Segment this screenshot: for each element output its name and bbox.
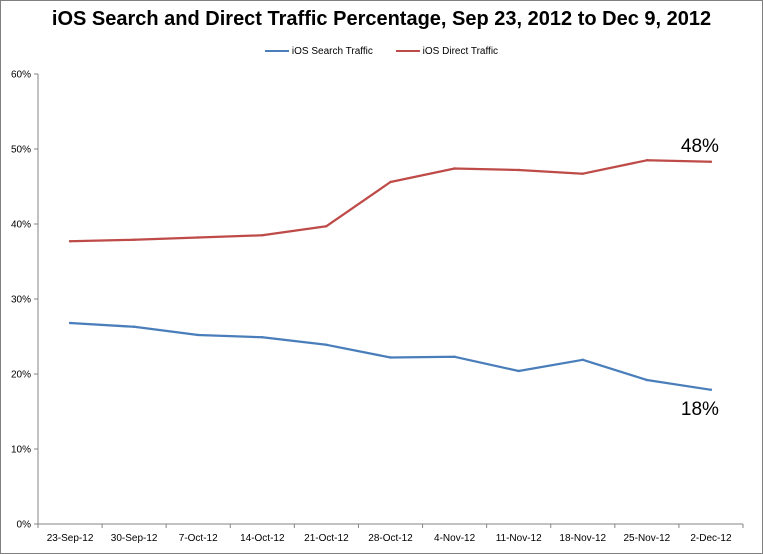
data-point-search [325, 343, 328, 346]
data-point-direct [68, 240, 72, 243]
data-point-search [261, 336, 264, 339]
x-tick-label: 7-Oct-12 [179, 533, 218, 544]
x-tick-label: 25-Nov-12 [624, 533, 671, 544]
y-tick-label: 10% [11, 445, 31, 456]
data-point-search [581, 358, 584, 361]
x-tick-label: 28-Oct-12 [368, 533, 413, 544]
legend-item-search: iOS Search Traffic [264, 46, 373, 57]
series-line-direct [69, 159, 712, 243]
y-tick-label: 20% [11, 370, 31, 381]
data-point-direct [709, 160, 713, 163]
data-point-direct [325, 225, 328, 228]
x-tick-label: 11-Nov-12 [496, 533, 542, 544]
data-point-search [389, 356, 392, 359]
data-point-direct [581, 172, 584, 175]
legend-swatch-search [264, 50, 289, 53]
legend: iOS Search Traffic iOS Direct Traffic [0, 46, 763, 57]
data-point-search [132, 325, 136, 328]
x-tick-label: 14-Oct-12 [240, 533, 285, 544]
y-tick-label: 40% [11, 220, 31, 231]
data-point-search [197, 333, 200, 337]
y-tick-label: 50% [11, 145, 31, 156]
data-point-search [68, 321, 72, 325]
legend-swatch-direct [395, 50, 420, 53]
annotation-search-end: 18% [681, 399, 719, 420]
chart-title: iOS Search and Direct Traffic Percentage… [51, 8, 712, 30]
x-tick-label: 2-Dec-12 [690, 533, 732, 544]
x-tick-label: 30-Sep-12 [111, 533, 158, 544]
y-tick-label: 30% [11, 295, 31, 306]
x-tick-label: 23-Sep-12 [47, 533, 94, 544]
annotation-direct-end: 48% [681, 136, 719, 157]
legend-label-direct: iOS Direct Traffic [422, 46, 499, 57]
data-point-search [453, 355, 456, 358]
y-tick-label: 60% [11, 70, 31, 81]
data-point-direct [453, 167, 456, 170]
y-tick-label: 0% [17, 520, 32, 531]
data-point-direct [389, 180, 392, 184]
data-point-search [517, 369, 520, 373]
x-tick-label: 18-Nov-12 [559, 533, 606, 544]
x-tick-label: 4-Nov-12 [434, 533, 476, 544]
x-tick-label: 21-Oct-12 [304, 533, 349, 544]
data-point-direct [197, 236, 200, 239]
legend-label-search: iOS Search Traffic [291, 46, 373, 57]
data-point-direct [645, 159, 649, 162]
data-point-search [645, 378, 649, 382]
data-point-direct [517, 168, 520, 172]
legend-item-direct: iOS Direct Traffic [395, 46, 499, 57]
data-point-direct [132, 238, 136, 241]
data-point-direct [261, 234, 264, 237]
data-point-search [709, 388, 713, 391]
